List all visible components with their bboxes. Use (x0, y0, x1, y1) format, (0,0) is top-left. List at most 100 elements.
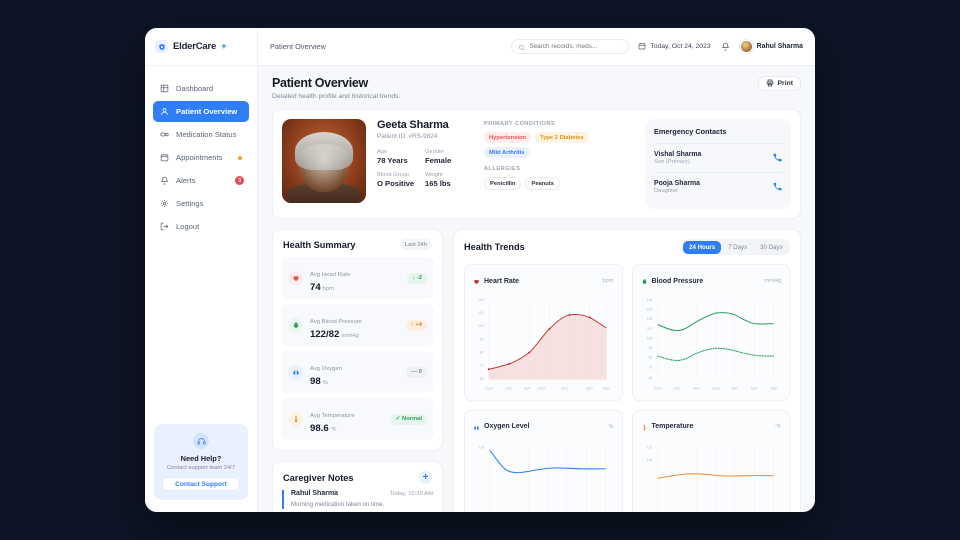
contact-row: Pooja Sharma Daughter (654, 172, 782, 201)
x-tick: 8pm (750, 386, 757, 390)
sidebar: ElderCare + Dashboard Patient Overview M… (145, 28, 258, 512)
metric-delta-badge: ↓ -2 (407, 272, 427, 284)
heart-rate-points (487, 313, 591, 371)
patient-id: Patient ID: #RS-9824 (377, 133, 438, 140)
range-24-hours[interactable]: 24 Hours (683, 240, 722, 254)
lungs-icon (288, 364, 303, 380)
x-tick: 4am (673, 386, 680, 390)
y-tick: 60 (480, 377, 484, 381)
y-tick: 120 (478, 298, 484, 302)
metric-temperature: Avg Temperature 98.6 °F ✓ Normal (281, 398, 434, 440)
brand-logo[interactable]: ElderCare + (145, 28, 257, 66)
condition-chip: Mild Arthritis (484, 147, 530, 158)
user-name: Rahul Sharma (756, 43, 803, 50)
heart-icon (473, 272, 480, 290)
sidebar-item-dashboard[interactable]: Dashboard (153, 78, 249, 99)
metric-value: 98.6 (310, 423, 329, 434)
appointments-indicator-dot (238, 155, 242, 160)
phone-icon[interactable] (773, 178, 782, 196)
note-time: Today, 10:30 AM (389, 491, 433, 497)
systolic-line (656, 312, 774, 332)
chart-unit: mmHg (764, 278, 781, 284)
sidebar-item-patient-overview[interactable]: Patient Overview (153, 101, 249, 122)
metric-value: 74 (310, 282, 321, 293)
topbar: Patient Overview Today, Oct 24, 2023 Rah… (258, 28, 815, 66)
patient-profile-card: Geeta Sharma Patient ID: #RS-9824 Age 78… (272, 109, 801, 219)
metric-value: 98 (310, 376, 321, 387)
page-subtitle: Detailed health profile and historical t… (272, 93, 401, 100)
chart-blood-pressure: Blood Pressure mmHg 140 130 120 (631, 264, 790, 401)
range-7-days[interactable]: 7 Days (728, 243, 748, 251)
phone-icon[interactable] (773, 149, 782, 167)
charts-grid: Heart Rate bpm 120 110 100 (464, 264, 790, 512)
sidebar-item-appointments[interactable]: Appointments (153, 147, 249, 168)
chart-header: Oxygen Level % (473, 418, 614, 436)
range-30-days[interactable]: 30 Days (760, 243, 783, 251)
bell-icon (160, 176, 169, 185)
y-tick: 110 (478, 311, 484, 315)
allergy-chip: Peanuts (525, 177, 561, 190)
chart-header: Temperature °F (641, 418, 781, 436)
page-content: Patient Overview Detailed health profile… (258, 66, 815, 512)
search-input[interactable] (529, 43, 623, 50)
sidebar-item-medication-status[interactable]: Medication Status (153, 124, 249, 145)
emergency-contacts-title: Emergency Contacts (654, 127, 727, 136)
y-tick: 80 (480, 350, 484, 354)
plus-icon[interactable]: + (419, 471, 432, 484)
metric-value-row: 98.6 °F (310, 423, 355, 434)
chart-unit: bpm (602, 278, 614, 284)
note-author: Rahul Sharma (291, 490, 339, 497)
thermometer-icon (641, 418, 648, 436)
sidebar-item-logout[interactable]: Logout (153, 216, 249, 237)
sidebar-item-label: Logout (176, 222, 200, 231)
search-box[interactable] (511, 39, 630, 54)
sidebar-item-label: Alerts (176, 176, 196, 185)
chart-plot: 101 100 (641, 438, 782, 512)
logout-icon (160, 222, 169, 231)
conditions-section: PRIMARY CONDITIONS Hypertension Type 2 D… (484, 119, 634, 198)
metric-unit: °F (330, 427, 337, 433)
diastolic-line (656, 347, 774, 362)
chart-title: Oxygen Level (484, 423, 530, 431)
y-axis-ticks: 140 130 120 110 100 90 80 70 (646, 298, 652, 380)
grid-icon (160, 84, 169, 93)
metric-value-row: 98% (310, 376, 342, 387)
chart-heart-rate: Heart Rate bpm 120 110 100 (464, 264, 623, 401)
alerts-badge: 3 (235, 176, 244, 185)
notifications-bell-icon[interactable] (720, 41, 731, 52)
metric-delta-badge: — 0 (406, 366, 427, 378)
y-tick: 100 (479, 445, 485, 449)
chart-plot: 140 130 120 110 100 90 80 70 (641, 292, 782, 396)
print-button[interactable]: Print (757, 76, 801, 91)
field-age: Age 78 Years (377, 149, 425, 165)
y-tick: 70 (648, 365, 652, 369)
health-summary-title: Health Summary (283, 239, 356, 250)
heart-icon (288, 270, 303, 286)
help-title: Need Help? (180, 454, 222, 463)
date-display[interactable]: Today, Oct 24, 2023 (638, 42, 711, 52)
y-tick: 90 (648, 346, 652, 350)
caregiver-notes-card: Caregiver Notes + Rahul Sharma Today, 10… (272, 461, 443, 512)
print-label: Print (777, 80, 793, 87)
chart-temperature: Temperature °F 101 100 (631, 409, 790, 512)
date-text: Today, Oct 24, 2023 (650, 43, 711, 50)
metric-unit: bpm (322, 286, 335, 292)
grid-lines (656, 299, 774, 380)
sidebar-item-settings[interactable]: Settings (153, 193, 249, 214)
caregiver-notes-title: Caregiver Notes (283, 472, 354, 483)
y-tick: 80 (648, 356, 652, 360)
heart-shield-icon (155, 40, 168, 53)
y-tick: 110 (646, 327, 652, 331)
y-tick: 130 (646, 307, 652, 311)
metric-unit: mmHg (341, 333, 359, 339)
y-tick: 90 (480, 337, 484, 341)
field-label: Blood Group (377, 172, 409, 178)
chart-plot: 120 110 100 90 80 70 60 (473, 292, 614, 396)
contact-support-button[interactable]: Contact Support (162, 477, 240, 491)
chart-title: Temperature (651, 423, 694, 431)
sidebar-item-label: Medication Status (176, 130, 237, 139)
grid-lines (656, 444, 774, 512)
primary-conditions-label: PRIMARY CONDITIONS (484, 121, 556, 127)
sidebar-item-alerts[interactable]: Alerts 3 (153, 170, 249, 191)
user-menu[interactable]: Rahul Sharma (739, 40, 803, 53)
